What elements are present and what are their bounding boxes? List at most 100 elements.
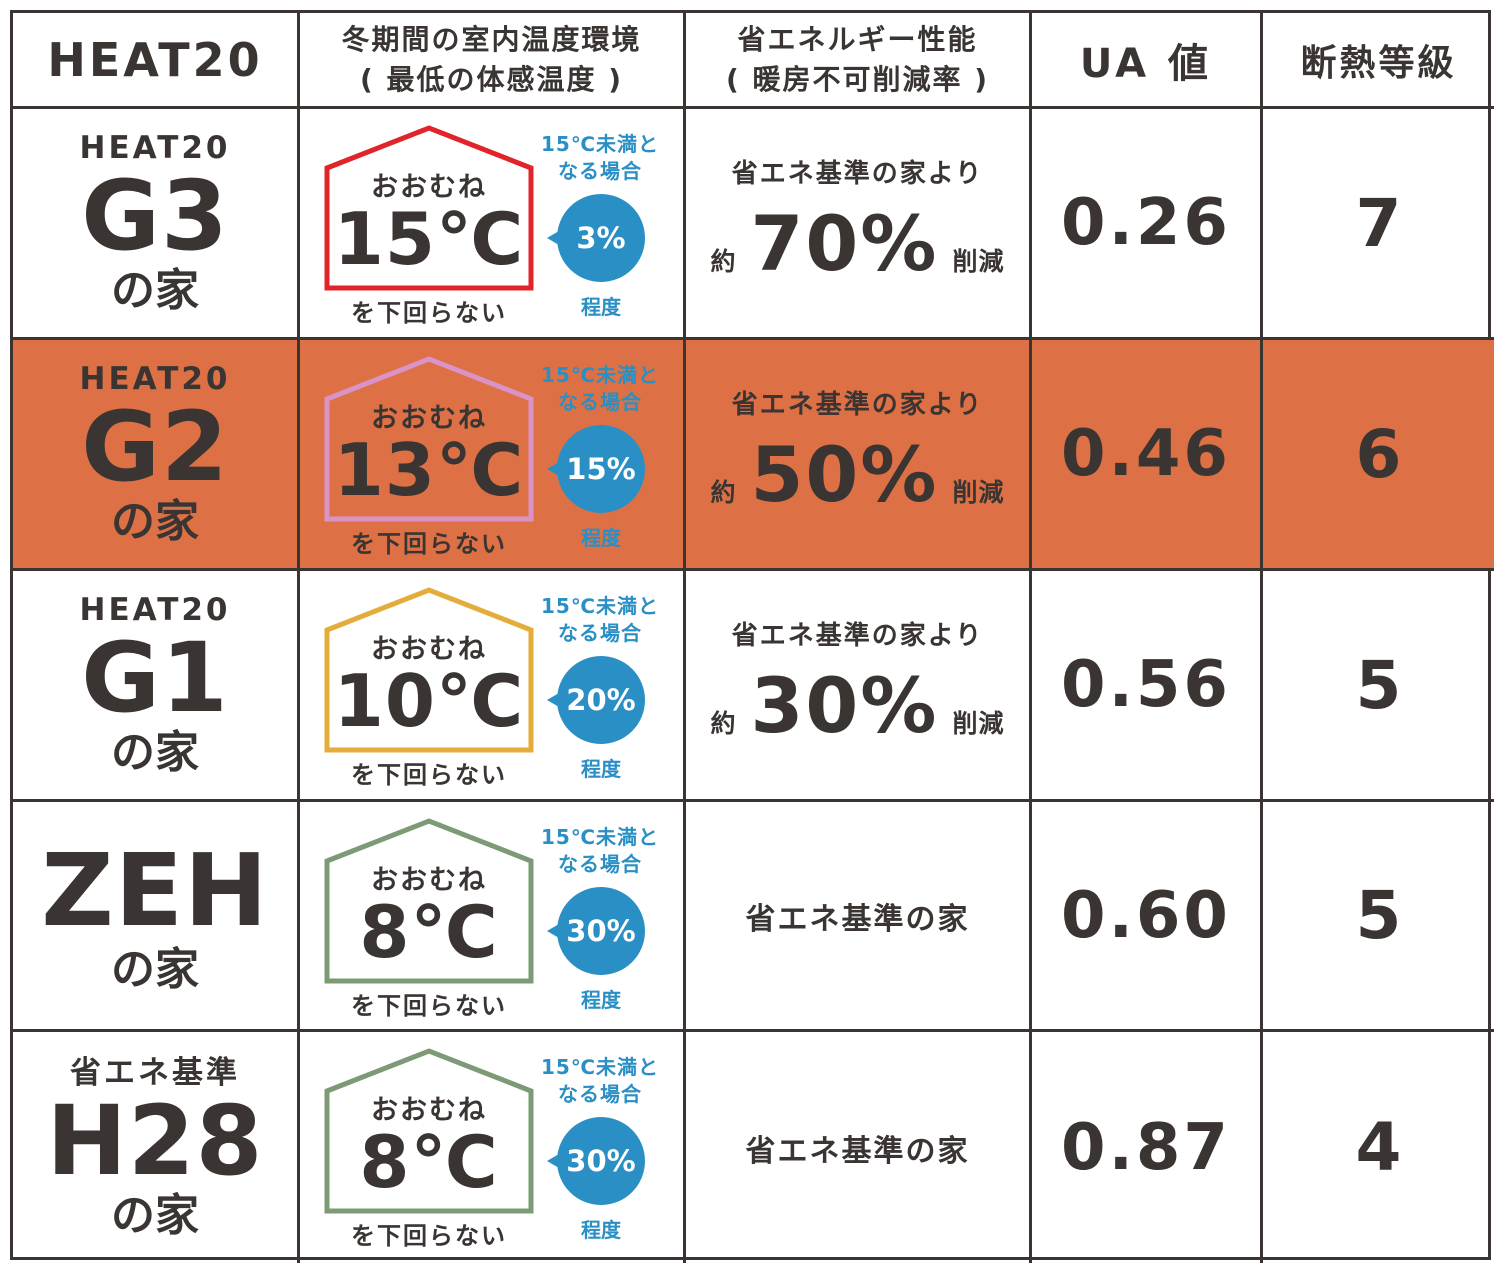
grade-code: G2 [81,391,229,503]
energy-block: 省エネ基準の家より約 50% 削減 [711,387,1005,521]
row-energy-cell: 省エネ基準の家より約 50% 削減 [686,340,1032,571]
grade-label: HEAT20 G2 の家 [80,361,231,547]
below-15-note-line1: 15℃未満と [540,132,660,156]
temp-value: 15℃ [333,197,525,281]
house-frame: おおむね 8℃ [324,1048,534,1214]
temp-value: 13℃ [333,428,525,512]
header-temperature-line1: 冬期間の室内温度環境 [341,22,642,56]
energy-reduction-line: 約 50% 削減 [711,429,1005,521]
row-ua-cell: 0.26 [1032,109,1263,340]
house-outline-icon [324,818,534,984]
house-frame: おおむね 8℃ [324,818,534,984]
energy-base: 省エネ基準の家より [731,390,984,420]
energy-reduction-value: 70% [750,199,939,288]
grade-suffix: の家 [111,727,199,778]
below-15-note-line2: なる場合 [558,1082,642,1106]
ua-value: 0.26 [1061,186,1231,260]
energy-approx: 約 [710,247,737,276]
below-15-note: 15℃未満と なる場合 [540,362,660,416]
percentage-bubble: 30% [547,887,645,975]
energy-reduction-line: 約 30% 削減 [711,660,1005,752]
row-temperature-cell: おおむね 15℃ を下回らない 15℃未満と なる場合 3% 程度 [300,109,686,340]
header-energy: 省エネルギー性能 ( 暖房不可削減率 ) [686,13,1032,109]
row-grade-cell: ZEH の家 [13,802,300,1032]
row-grade-cell: 省エネ基準 H28 の家 [13,1032,300,1263]
percentage-degree: 程度 [581,526,621,550]
house-outline-icon [324,125,534,291]
header-grade-label: 断熱等級 [1300,42,1457,84]
percentage-degree: 程度 [581,295,621,319]
percentage-bubble: 3% [547,194,645,282]
grade-code: G1 [81,622,229,734]
energy-block: 省エネ基準の家より約 70% 削減 [711,156,1005,290]
below-15-note: 15℃未満と なる場合 [540,824,660,878]
house-outline-icon [324,587,534,753]
percentage-degree: 程度 [581,757,621,781]
grade-code: ZEH [41,831,269,949]
energy-block: 省エネ基準の家より約 30% 削減 [711,618,1005,752]
ua-value: 0.60 [1061,878,1231,953]
temp-below: を下回らない [351,299,507,327]
energy-approx: 約 [710,709,737,738]
temp-value: 8℃ [359,890,499,974]
grade-suffix: の家 [111,265,199,316]
below-15-note-line2: なる場合 [558,159,642,183]
row-insulation-grade-cell: 5 [1263,571,1494,802]
insulation-grade-value: 5 [1355,877,1402,954]
row-temperature-cell: おおむね 8℃ を下回らない 15℃未満と なる場合 30% 程度 [300,1032,686,1263]
header-energy-line2: ( 暖房不可削減率 ) [725,62,990,96]
below-15-note-line1: 15℃未満と [540,594,660,618]
below-15-note-line1: 15℃未満と [540,363,660,387]
below-15-note: 15℃未満と なる場合 [540,593,660,647]
row-insulation-grade-cell: 6 [1263,340,1494,571]
grade-label: HEAT20 G3 の家 [80,130,231,316]
percentage-bubble: 15% [547,425,645,513]
grade-top-text: 省エネ基準 [70,1054,240,1091]
grade-top-text: HEAT20 [79,592,231,628]
energy-reduction-value: 30% [750,661,939,750]
temp-below: を下回らない [351,992,507,1020]
header-temperature: 冬期間の室内温度環境 ( 最低の体感温度 ) [300,13,686,109]
row-ua-cell: 0.60 [1032,802,1263,1032]
below-15-note-line2: なる場合 [558,390,642,414]
energy-base-only: 省エネ基準の家 [745,901,970,937]
temp-approx: おおむね [371,403,487,434]
house-outline-icon [324,1048,534,1214]
insulation-grade-value: 4 [1355,1109,1402,1186]
temp-value: 8℃ [359,1120,499,1204]
temp-approx: おおむね [371,172,487,203]
header-standard-label: HEAT20 [47,32,263,87]
insulation-grade-value: 5 [1355,646,1402,724]
below-15-note-line2: なる場合 [558,852,642,876]
grade-suffix: の家 [111,1189,199,1241]
temp-approx: おおむね [371,634,487,665]
row-energy-cell: 省エネ基準の家より約 30% 削減 [686,571,1032,802]
row-energy-cell: 省エネ基準の家より約 70% 削減 [686,109,1032,340]
percentage-degree: 程度 [581,988,621,1012]
house-frame: おおむね 10℃ [324,587,534,753]
temp-approx: おおむね [371,865,487,896]
ua-value: 0.56 [1061,648,1231,722]
row-insulation-grade-cell: 4 [1263,1032,1494,1263]
grade-label: 省エネ基準 H28 の家 [47,1055,264,1241]
energy-base-only: 省エネ基準の家 [745,1133,970,1169]
row-energy-cell: 省エネ基準の家 [686,802,1032,1032]
insulation-grade-value: 6 [1355,415,1402,493]
below-15-note-line2: なる場合 [558,621,642,645]
header-temperature-line2: ( 最低の体感温度 ) [359,62,624,96]
header-ua-label: UA 値 [1079,40,1213,87]
grade-label: HEAT20 G1 の家 [80,592,231,778]
header-ua: UA 値 [1032,13,1263,109]
row-grade-cell: HEAT20 G3 の家 [13,109,300,340]
percentage-bubble: 30% [547,1117,645,1205]
grade-code: H28 [46,1084,264,1197]
temp-approx: おおむね [371,1095,487,1126]
comparison-table: HEAT20 冬期間の室内温度環境 ( 最低の体感温度 ) 省エネルギー性能 (… [10,10,1494,1263]
temp-below: を下回らない [351,761,507,789]
grade-label: ZEH の家 [41,831,269,995]
percentage-bubble: 20% [547,656,645,744]
energy-base: 省エネ基準の家より [731,159,984,189]
row-temperature-cell: おおむね 13℃ を下回らない 15℃未満と なる場合 15% 程度 [300,340,686,571]
row-ua-cell: 0.56 [1032,571,1263,802]
grade-top-text: HEAT20 [79,130,231,166]
